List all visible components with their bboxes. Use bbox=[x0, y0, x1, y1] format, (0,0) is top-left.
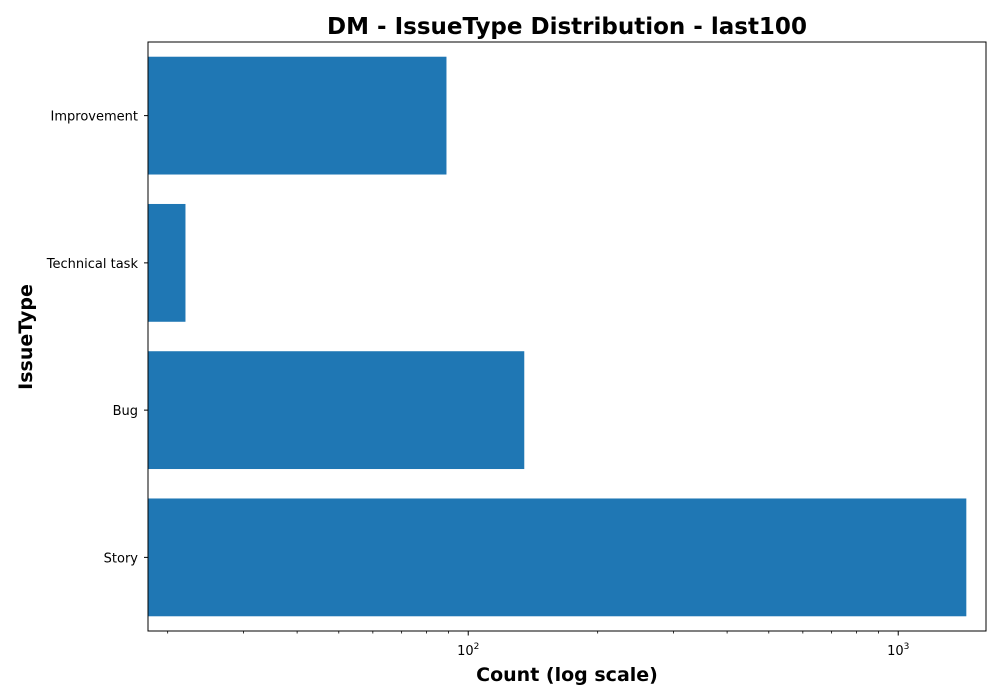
bar-bug bbox=[148, 351, 525, 470]
y-tick-label-improvement: Improvement bbox=[51, 110, 138, 125]
chart-title: DM - IssueType Distribution - last100 bbox=[327, 14, 807, 40]
y-axis-label: IssueType bbox=[15, 284, 37, 390]
y-tick-label-bug: Bug bbox=[113, 404, 138, 419]
x-tick-label-1000: 103 bbox=[887, 642, 909, 659]
y-tick-label-story: Story bbox=[104, 551, 139, 566]
y-tick-label-technical-task: Technical task bbox=[46, 257, 139, 272]
bar-technical-task bbox=[148, 203, 186, 322]
plot-area: Story Bug Technical task Improvement 102 103 bbox=[46, 41, 987, 659]
bar-story bbox=[148, 498, 967, 617]
bar-improvement bbox=[148, 56, 447, 175]
axes-frame bbox=[147, 41, 987, 632]
x-axis-label: Count (log scale) bbox=[476, 664, 658, 686]
x-tick-label-100: 102 bbox=[457, 642, 479, 659]
